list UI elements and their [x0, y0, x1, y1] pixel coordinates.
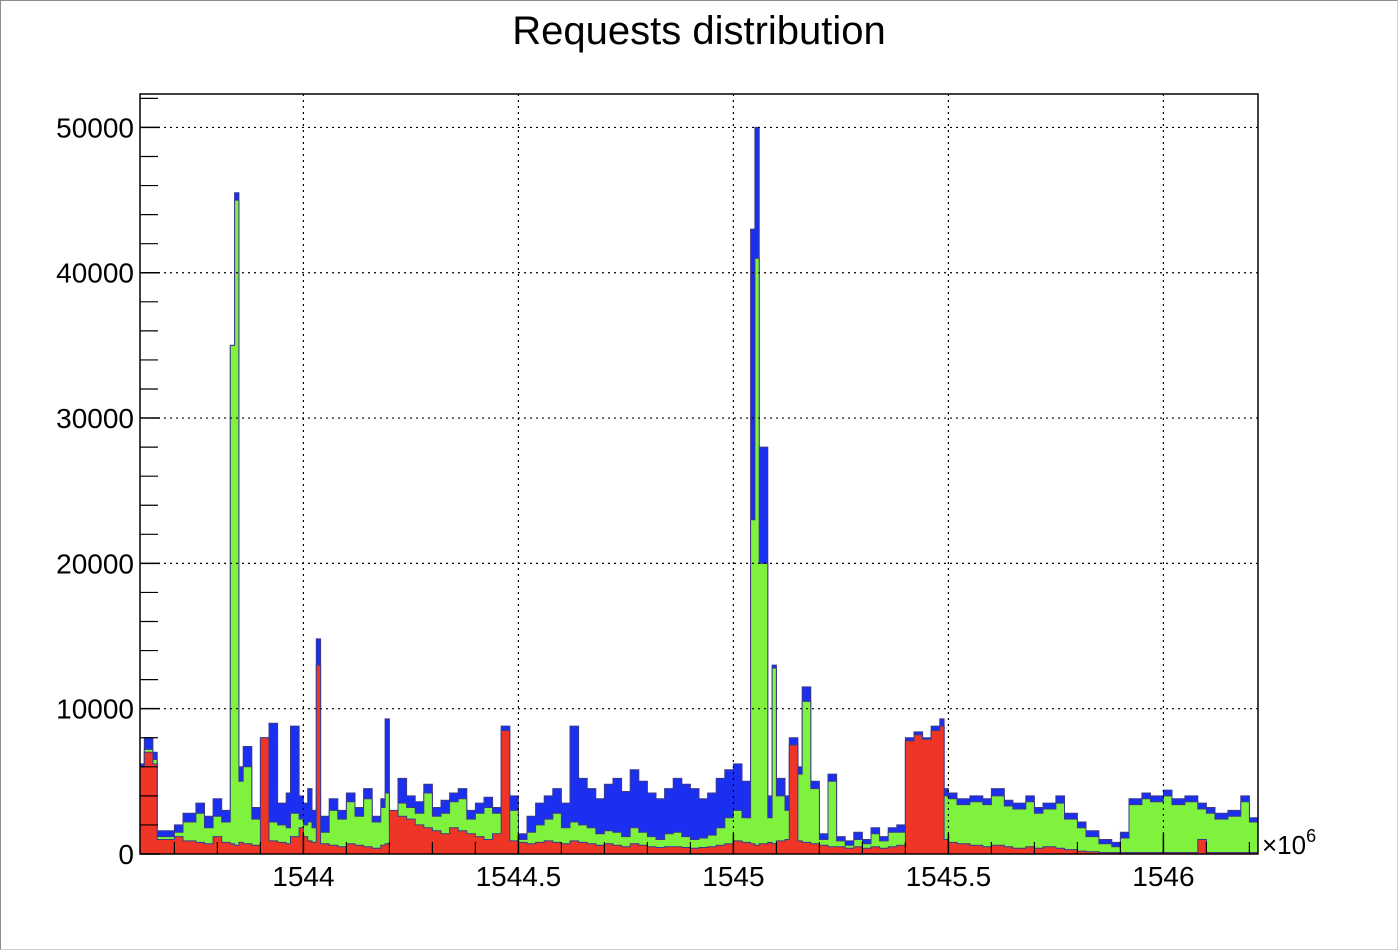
y-tick-label-0: 0: [118, 839, 134, 870]
series-layer: [139, 126, 1259, 855]
y-tick-label-2: 20000: [56, 548, 134, 579]
chart-title: Requests distribution: [512, 9, 886, 53]
plot-area-frame: [139, 93, 1259, 855]
y-tick-label-4: 40000: [56, 258, 134, 289]
axis-layer: 0 10000 20000 30000 40000 50000 1544 1544.5 1545…: [56, 97, 1251, 892]
x-tick-label-2: 1545: [702, 861, 764, 892]
x-tick-label-1: 1544.5: [476, 861, 562, 892]
series-1-area: [139, 199, 1259, 855]
x-multiplier-base: ×10: [1262, 830, 1306, 860]
grid-layer: [140, 94, 1258, 854]
x-multiplier-exponent: 6: [1306, 826, 1316, 846]
y-tick-label-5: 50000: [56, 112, 134, 143]
x-tick-label-4: 1546: [1132, 861, 1194, 892]
x-axis-multiplier: ×106: [1262, 826, 1316, 860]
y-tick-label-1: 10000: [56, 694, 134, 725]
x-tick-label-3: 1545.5: [906, 861, 992, 892]
series-0-area: [139, 126, 1259, 855]
y-tick-label-3: 30000: [56, 403, 134, 434]
x-tick-label-0: 1544: [272, 861, 334, 892]
